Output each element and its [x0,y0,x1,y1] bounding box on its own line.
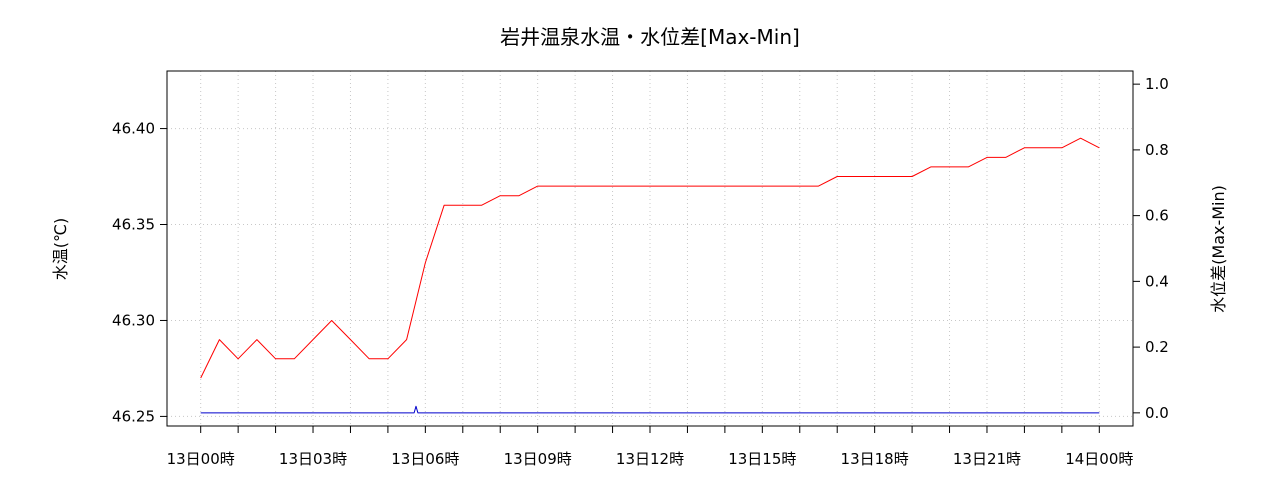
y-left-tick-label: 46.30 [112,311,155,329]
x-tick-label: 13日00時 [167,450,235,468]
y-left-tick-label: 46.40 [112,120,155,138]
x-tick-label: 13日18時 [841,450,909,468]
series-line-water-temperature [200,137,1100,379]
y-right-tick-label: 0.8 [1145,141,1169,159]
y-right-tick-label: 0.0 [1145,404,1169,422]
grid [167,71,1133,426]
x-tick-label: 13日21時 [953,450,1021,468]
x-tick-label: 14日00時 [1065,450,1133,468]
y-left-tick-label: 46.25 [112,407,155,425]
chart-title: 岩井温泉水温・水位差[Max-Min] [500,25,800,49]
y-axis-left-label: 水温(℃) [51,218,70,280]
x-tick-label: 13日12時 [616,450,684,468]
series-line-water-level-diff [200,405,1100,414]
y-right-tick-label: 0.2 [1145,338,1169,356]
x-tick-label: 13日09時 [504,450,572,468]
y-axis-right-label: 水位差(Max-Min) [1209,185,1228,313]
axes: 13日00時 13日03時 13日06時 13日09時 13日12時 13日15時 13日1… [112,75,1169,468]
series-group [200,137,1100,414]
plot-frame [166,70,1134,427]
y-right-tick-label: 0.6 [1145,207,1169,225]
x-tick-label: 13日15時 [728,450,796,468]
y-right-tick-label: 0.4 [1145,272,1169,290]
y-right-tick-label: 1.0 [1145,75,1169,93]
x-tick-label: 13日03時 [279,450,347,468]
x-tick-label: 13日06時 [391,450,459,468]
y-left-tick-label: 46.35 [112,216,155,234]
